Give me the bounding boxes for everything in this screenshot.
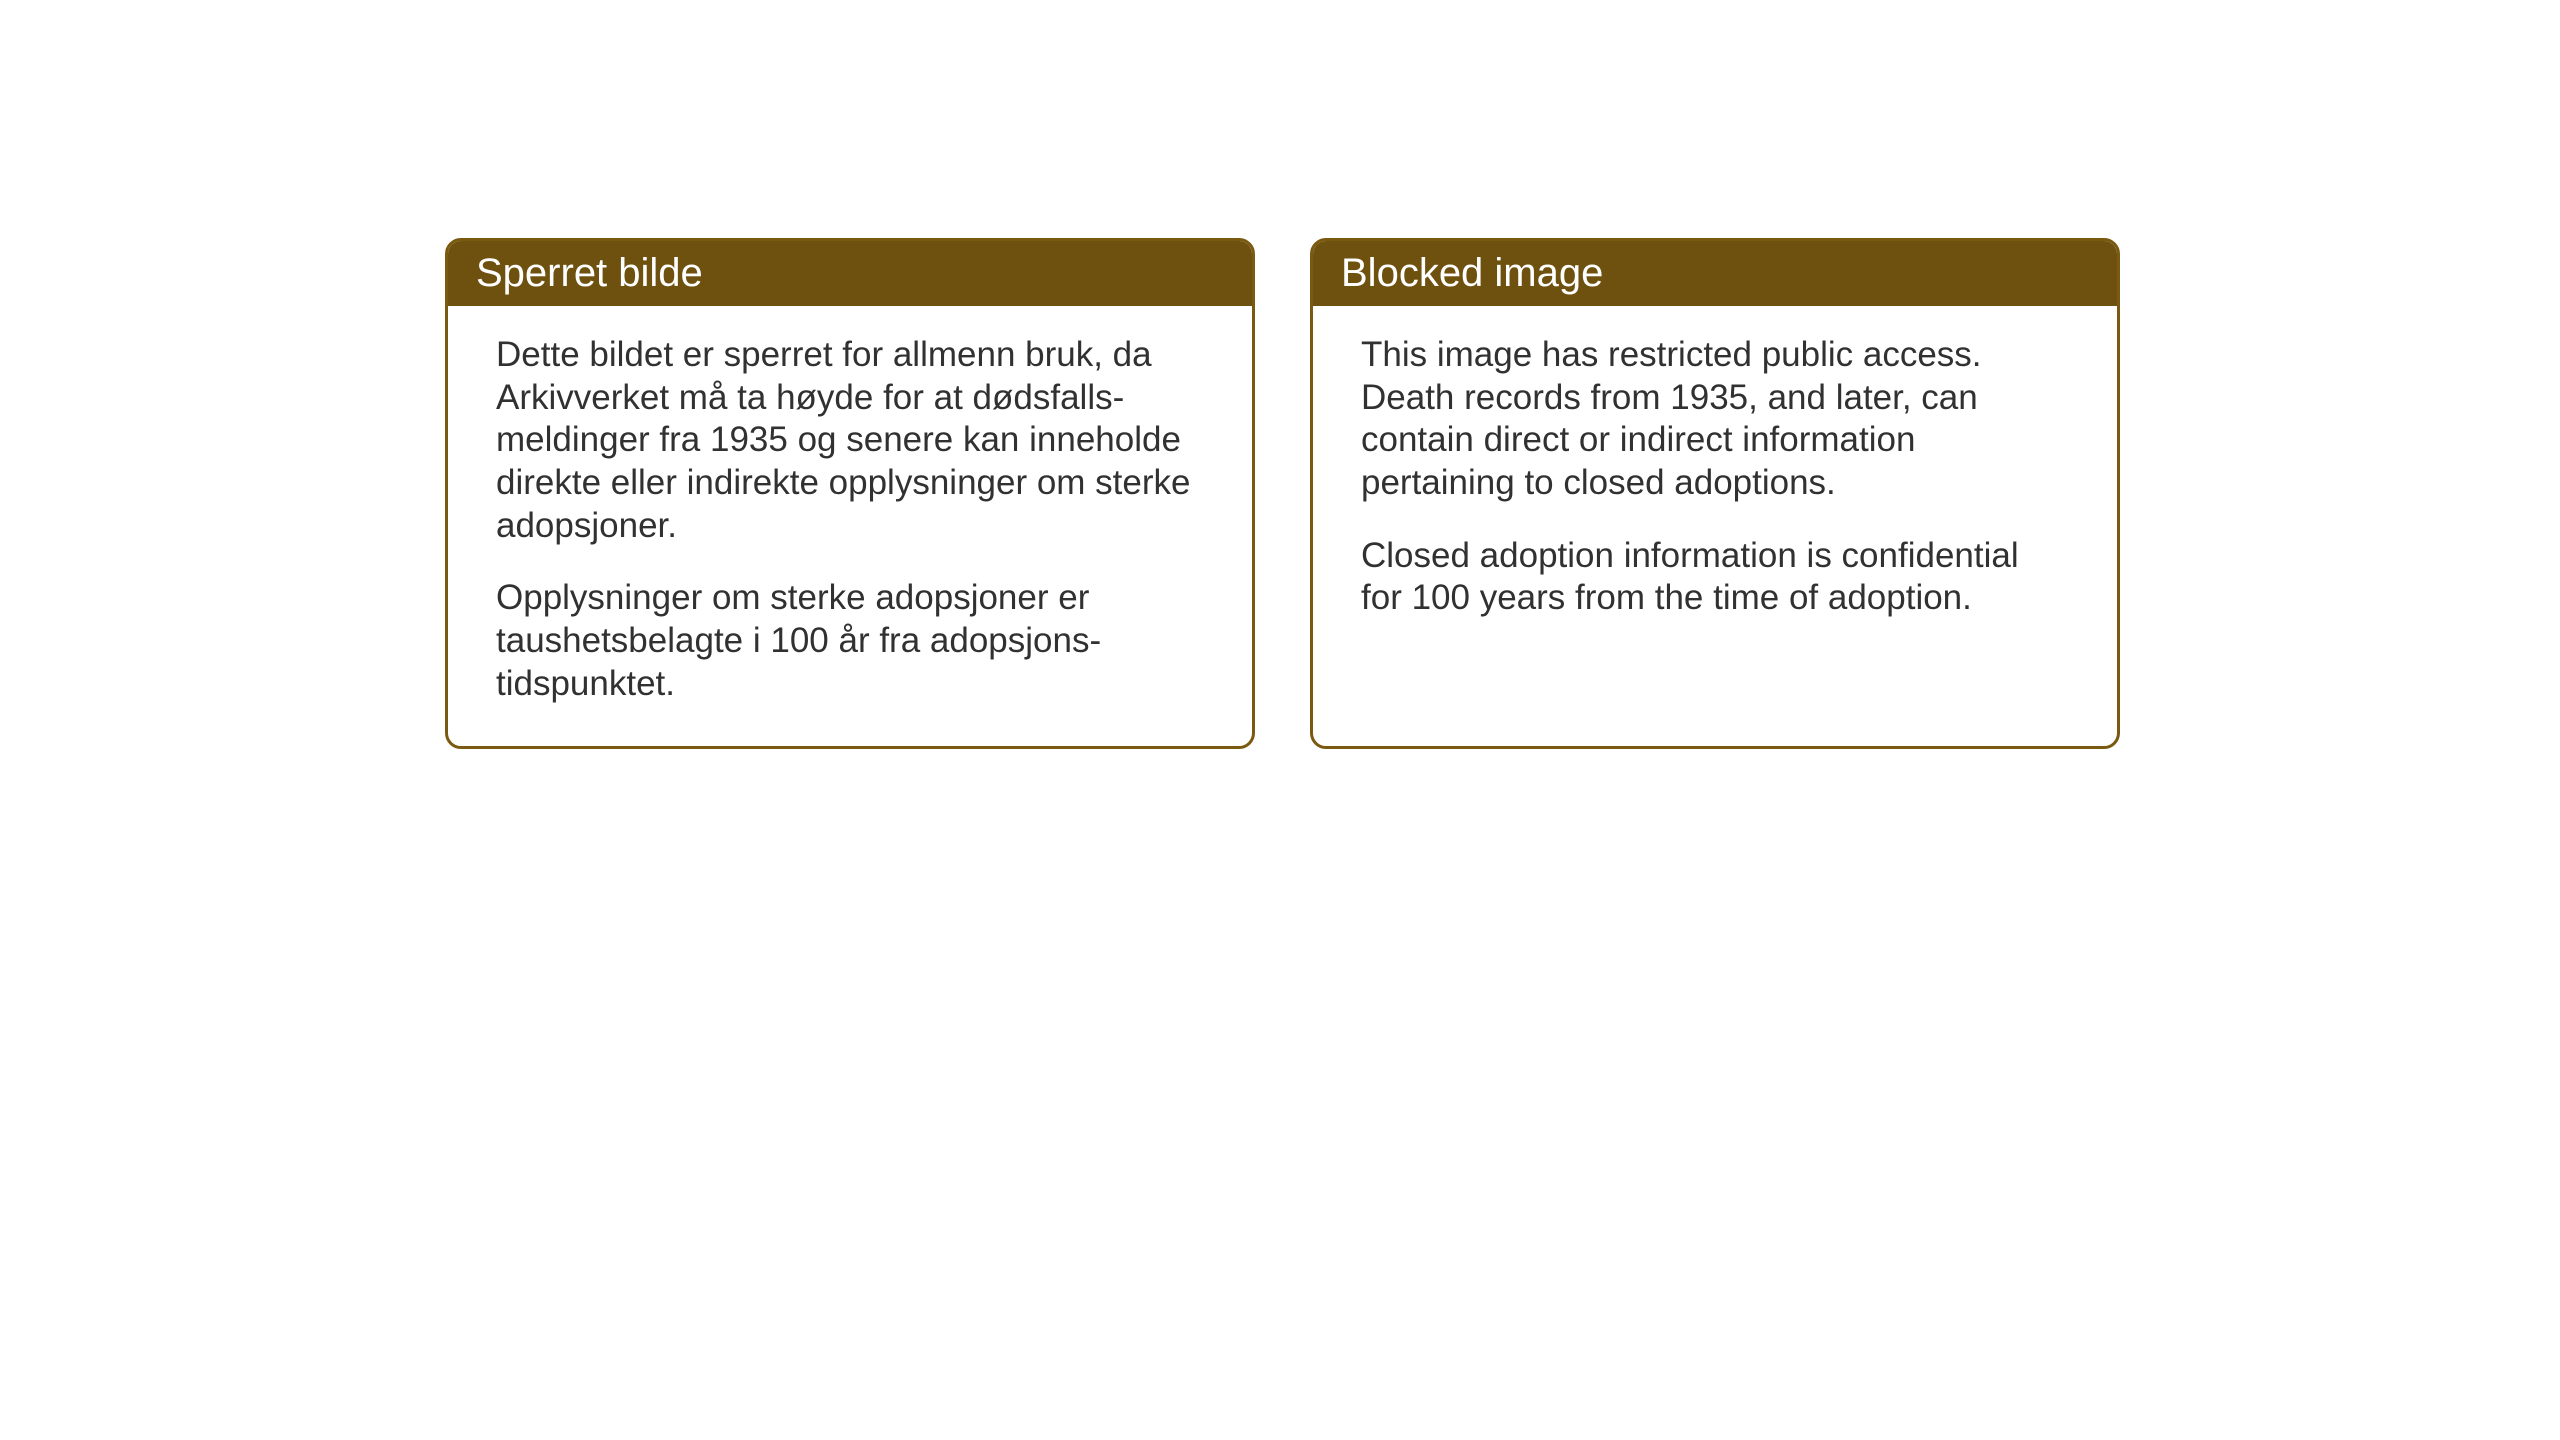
norwegian-card-title: Sperret bilde	[448, 241, 1252, 306]
norwegian-card-body: Dette bildet er sperret for allmenn bruk…	[448, 306, 1252, 746]
norwegian-paragraph-2: Opplysninger om sterke adopsjoner er tau…	[496, 577, 1204, 705]
english-card-title: Blocked image	[1313, 241, 2117, 306]
english-notice-card: Blocked image This image has restricted …	[1310, 238, 2120, 749]
english-paragraph-1: This image has restricted public access.…	[1361, 334, 2069, 505]
english-card-body: This image has restricted public access.…	[1313, 306, 2117, 724]
english-paragraph-2: Closed adoption information is confident…	[1361, 535, 2069, 620]
norwegian-notice-card: Sperret bilde Dette bildet er sperret fo…	[445, 238, 1255, 749]
norwegian-paragraph-1: Dette bildet er sperret for allmenn bruk…	[496, 334, 1204, 547]
notice-container: Sperret bilde Dette bildet er sperret fo…	[445, 238, 2120, 749]
